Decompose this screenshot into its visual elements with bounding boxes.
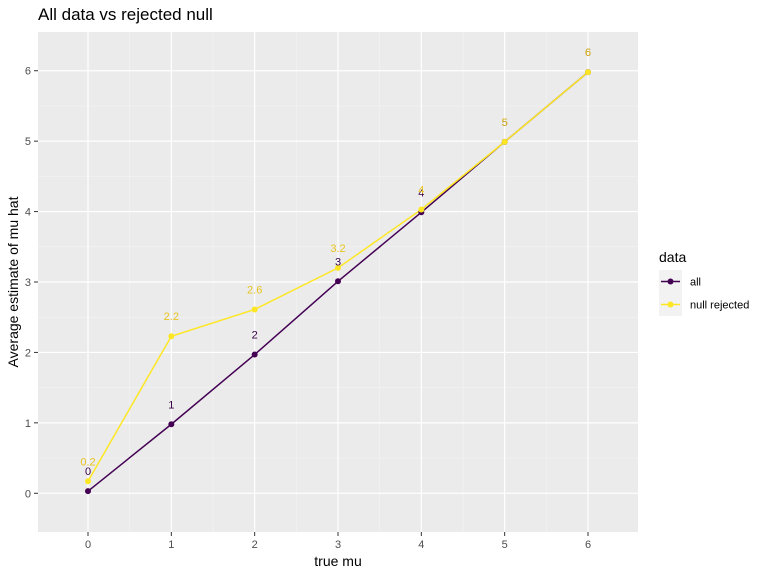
y-axis: 0 1 2 3 4 5 6 [25, 66, 38, 500]
series-layer [85, 69, 591, 495]
data-point [251, 306, 258, 313]
data-label: 3 [335, 256, 341, 268]
y-tick-label: 5 [25, 136, 31, 148]
data-point [418, 206, 425, 213]
legend-label: all [690, 277, 701, 289]
x-tick-label: 0 [85, 539, 91, 551]
data-label: 6 [585, 47, 591, 59]
data-label: 0 [85, 466, 91, 478]
legend-key-point [667, 278, 674, 285]
data-point [335, 278, 341, 285]
data-label: 2 [252, 330, 258, 342]
y-axis-title: Average estimate of mu hat [5, 196, 21, 367]
y-tick-label: 6 [25, 66, 31, 78]
x-tick-label: 3 [335, 539, 341, 551]
x-tick-label: 4 [418, 539, 424, 551]
data-label: 2.6 [247, 284, 262, 296]
x-tick-label: 5 [502, 539, 508, 551]
x-tick-label: 1 [168, 539, 174, 551]
major-gridlines [38, 32, 638, 532]
data-label: 5 [502, 117, 508, 129]
data-point [168, 421, 175, 428]
legend: data all null rejected [659, 249, 749, 316]
data-label: 6 [585, 47, 591, 59]
data-label: 5 [502, 117, 508, 129]
data-point [335, 264, 341, 271]
data-point [585, 69, 591, 76]
x-axis-title: true mu [314, 553, 361, 569]
legend-key-point [667, 301, 674, 308]
legend-title: data [659, 249, 686, 265]
x-axis: 0 1 2 3 4 5 6 [85, 532, 591, 551]
data-point [168, 333, 175, 340]
data-point [85, 488, 91, 495]
x-tick-label: 2 [252, 539, 258, 551]
data-point [501, 138, 508, 145]
data-point [85, 478, 91, 485]
x-tick-label: 6 [585, 539, 591, 551]
chart-title: All data vs rejected null [38, 5, 213, 24]
data-label: 2.2 [164, 311, 179, 323]
data-label: 3.2 [330, 243, 345, 255]
y-tick-label: 0 [25, 488, 31, 500]
legend-label: null rejected [690, 300, 749, 312]
data-label: 0.2 [80, 456, 95, 468]
y-tick-label: 4 [25, 207, 31, 219]
y-tick-label: 3 [25, 277, 31, 289]
y-tick-label: 2 [25, 347, 31, 359]
data-label: 1 [168, 399, 174, 411]
data-label: 4 [418, 187, 424, 199]
data-point [251, 351, 258, 358]
data-label: 4 [418, 184, 424, 196]
y-tick-label: 1 [25, 418, 31, 430]
